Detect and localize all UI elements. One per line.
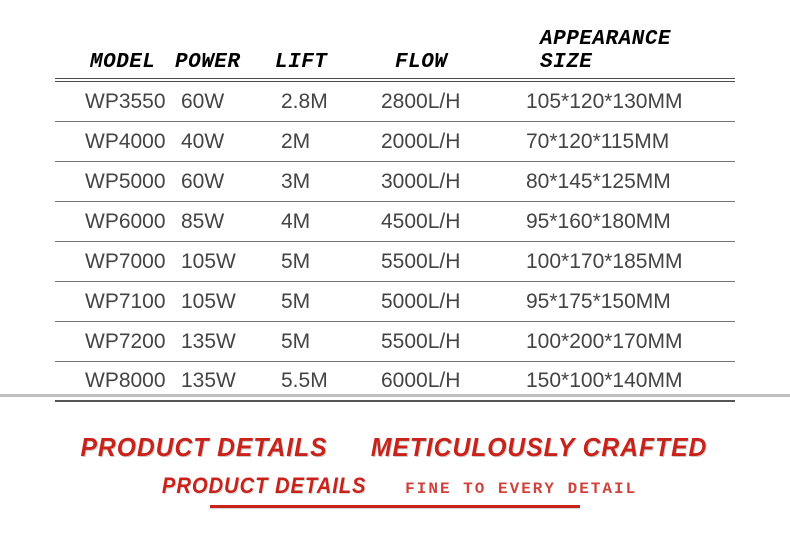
table-row: WP6000 85W 4M 4500L/H 95*160*180MM: [55, 202, 735, 242]
cell-model: WP7200: [55, 330, 175, 354]
header-model: MODEL: [55, 51, 175, 74]
cell-flow: 5000L/H: [375, 290, 520, 314]
cell-flow: 6000L/H: [375, 369, 520, 393]
cell-lift: 3M: [275, 170, 375, 194]
cell-flow: 3000L/H: [375, 170, 520, 194]
table-row: WP7200 135W 5M 5500L/H 100*200*170MM: [55, 322, 735, 362]
footer-underline: [210, 505, 580, 508]
cell-flow: 2000L/H: [375, 130, 520, 154]
cell-power: 135W: [175, 369, 275, 393]
cell-power: 85W: [175, 210, 275, 234]
cell-flow: 5500L/H: [375, 330, 520, 354]
cell-model: WP4000: [55, 130, 175, 154]
footer-line-1: PRODUCT DETAILS METICULOUSLY CRAFTED: [0, 432, 790, 463]
header-size: APPEARANCE SIZE: [520, 28, 735, 74]
cell-power: 40W: [175, 130, 275, 154]
cell-size: 70*120*115MM: [520, 130, 735, 154]
cell-model: WP3550: [55, 90, 175, 114]
cell-power: 60W: [175, 90, 275, 114]
cell-lift: 5.5M: [275, 369, 375, 393]
cell-model: WP7100: [55, 290, 175, 314]
cell-flow: 4500L/H: [375, 210, 520, 234]
cell-size: 100*170*185MM: [520, 250, 735, 274]
cell-lift: 2M: [275, 130, 375, 154]
cell-size: 100*200*170MM: [520, 330, 735, 354]
footer-text-fine-detail: FINE TO EVERY DETAIL: [405, 480, 637, 498]
header-lift: LIFT: [275, 51, 375, 74]
header-flow: FLOW: [375, 51, 520, 74]
header-power: POWER: [175, 51, 275, 74]
cell-model: WP7000: [55, 250, 175, 274]
cell-model: WP5000: [55, 170, 175, 194]
cell-power: 60W: [175, 170, 275, 194]
cell-lift: 2.8M: [275, 90, 375, 114]
cell-size: 95*160*180MM: [520, 210, 735, 234]
spec-table: MODEL POWER LIFT FLOW APPEARANCE SIZE WP…: [55, 28, 735, 402]
footer-text-product-details: PRODUCT DETAILS: [80, 432, 327, 463]
table-row: WP7000 105W 5M 5500L/H 100*170*185MM: [55, 242, 735, 282]
table-row: WP7100 105W 5M 5000L/H 95*175*150MM: [55, 282, 735, 322]
footer-text-meticulously: METICULOUSLY CRAFTED: [371, 432, 707, 463]
footer-line-2: PRODUCT DETAILS FINE TO EVERY DETAIL: [0, 473, 790, 499]
cell-lift: 5M: [275, 290, 375, 314]
table-row: WP5000 60W 3M 3000L/H 80*145*125MM: [55, 162, 735, 202]
cell-size: 150*100*140MM: [520, 369, 735, 393]
cell-model: WP6000: [55, 210, 175, 234]
cell-power: 135W: [175, 330, 275, 354]
cell-model: WP8000: [55, 369, 175, 393]
table-row: WP3550 60W 2.8M 2800L/H 105*120*130MM: [55, 82, 735, 122]
cell-flow: 2800L/H: [375, 90, 520, 114]
table-header-row: MODEL POWER LIFT FLOW APPEARANCE SIZE: [55, 28, 735, 82]
footer-text-product-details-2: PRODUCT DETAILS: [162, 473, 367, 499]
cell-flow: 5500L/H: [375, 250, 520, 274]
cell-lift: 5M: [275, 330, 375, 354]
cell-size: 80*145*125MM: [520, 170, 735, 194]
cell-lift: 4M: [275, 210, 375, 234]
table-body: WP3550 60W 2.8M 2800L/H 105*120*130MM WP…: [55, 82, 735, 402]
footer-banner: PRODUCT DETAILS METICULOUSLY CRAFTED PRO…: [0, 394, 790, 508]
cell-lift: 5M: [275, 250, 375, 274]
cell-power: 105W: [175, 290, 275, 314]
table-row: WP4000 40W 2M 2000L/H 70*120*115MM: [55, 122, 735, 162]
cell-power: 105W: [175, 250, 275, 274]
cell-size: 95*175*150MM: [520, 290, 735, 314]
cell-size: 105*120*130MM: [520, 90, 735, 114]
